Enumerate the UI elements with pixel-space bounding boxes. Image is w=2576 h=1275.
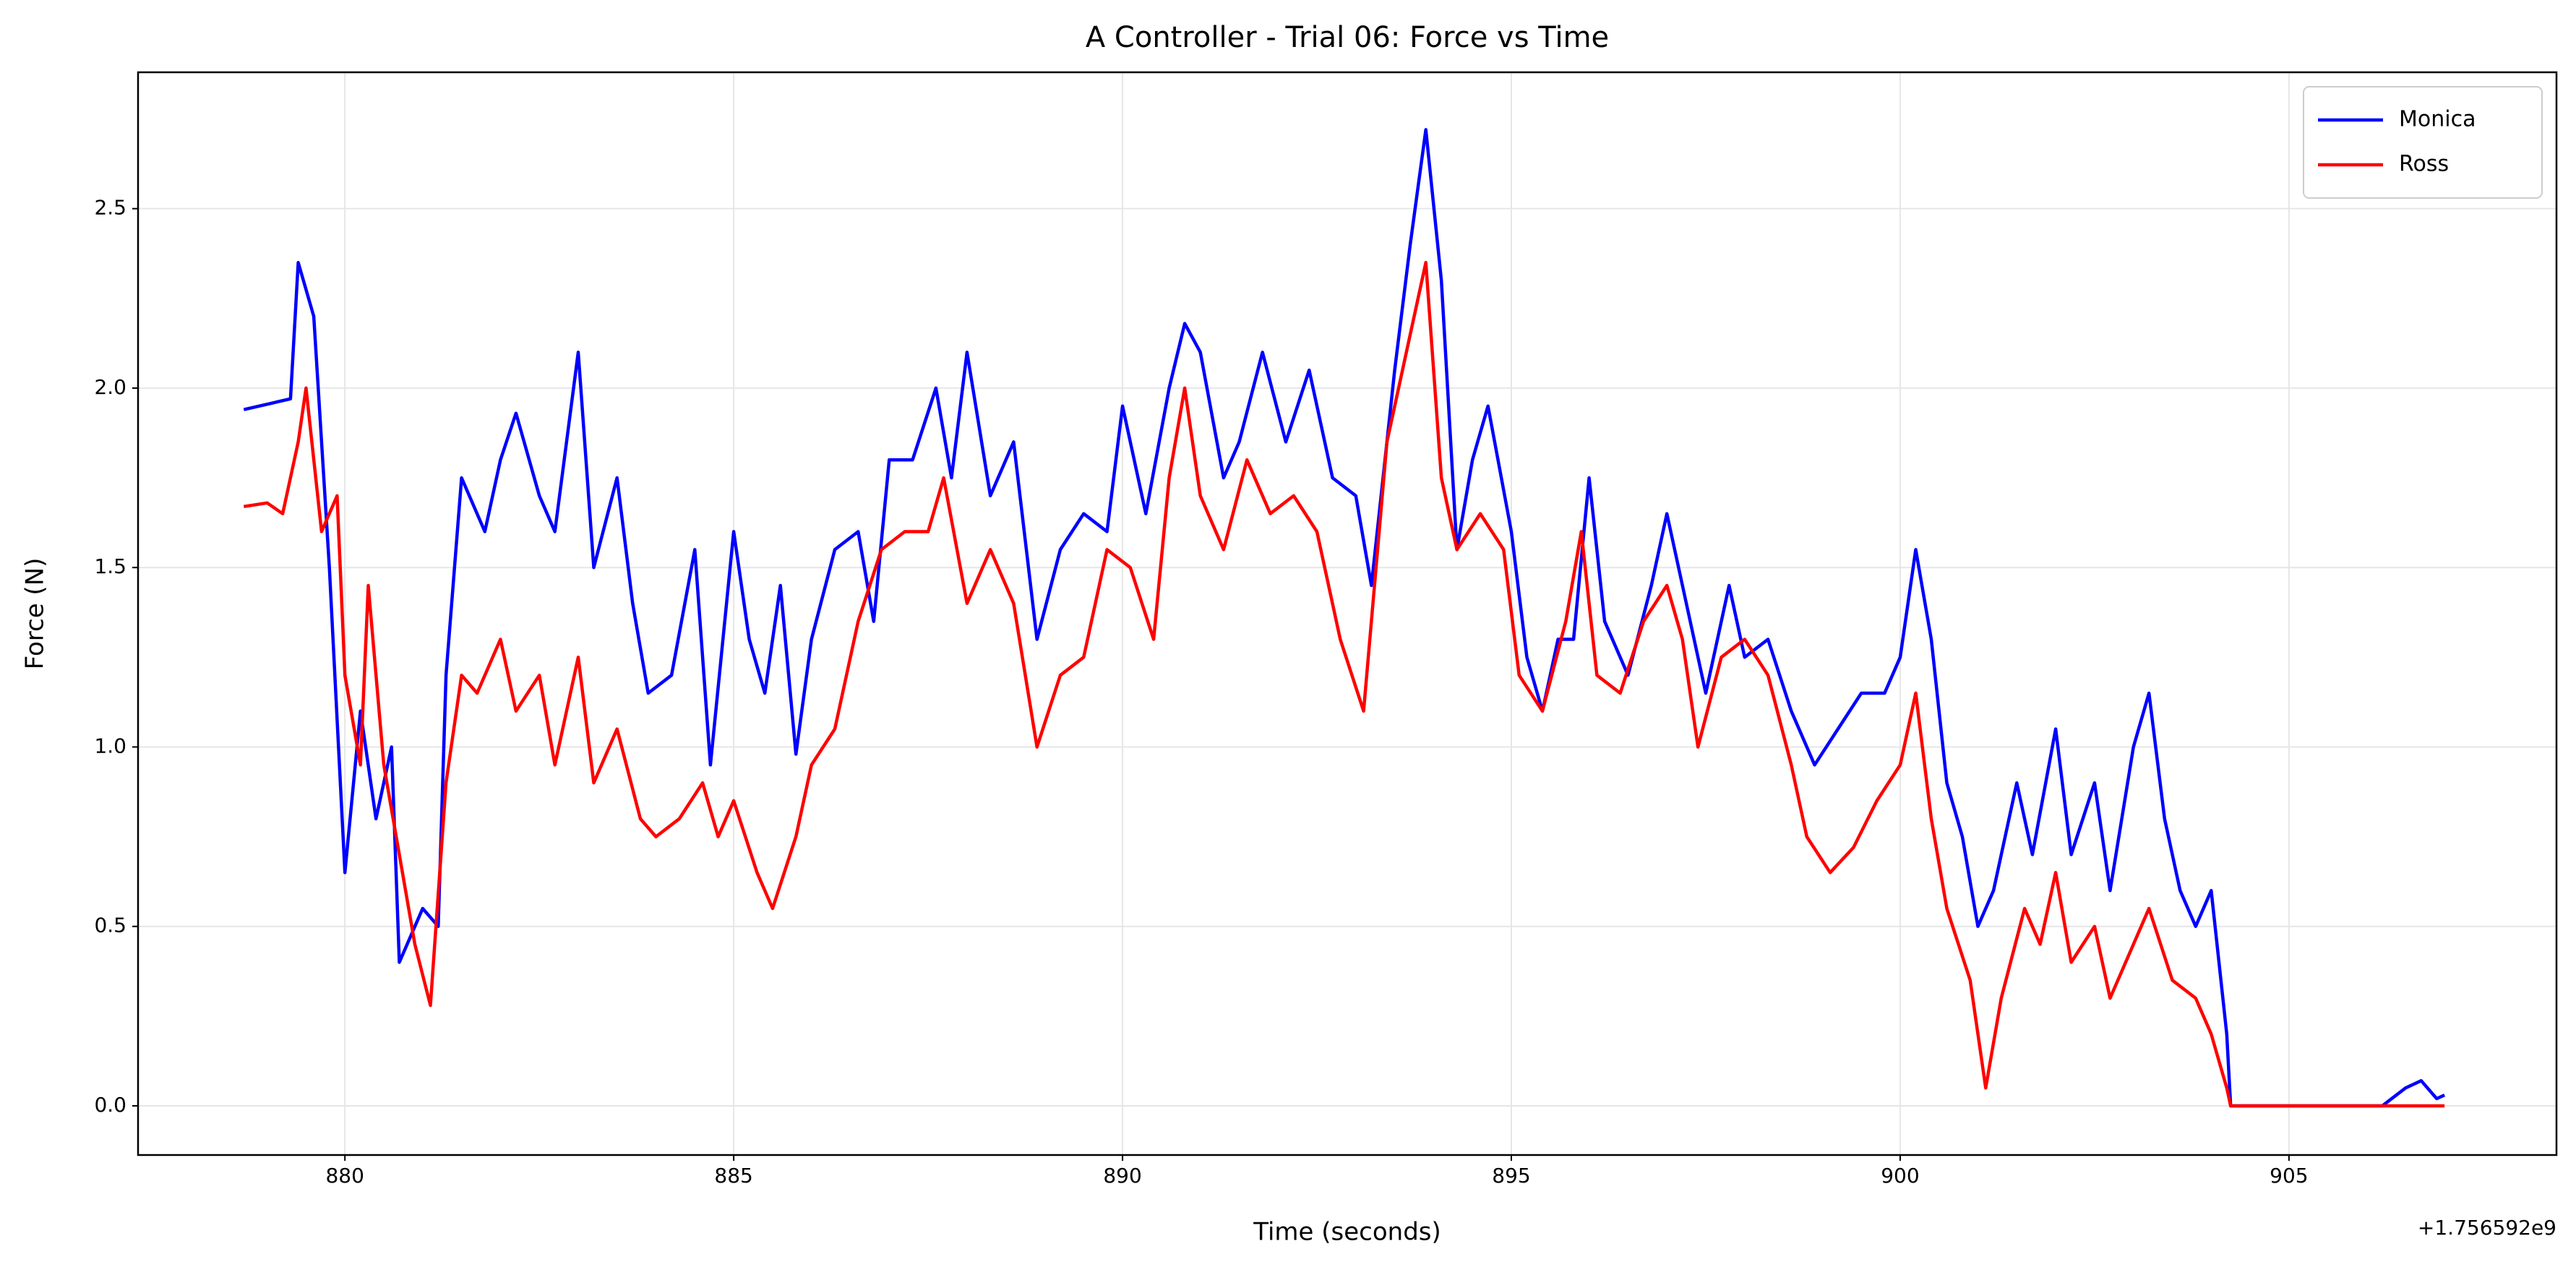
series-line: [243, 128, 2446, 1108]
x-axis-label: Time (seconds): [1253, 1218, 1441, 1247]
y-tick-label: 1.0: [94, 734, 126, 757]
x-tick-label: 905: [2270, 1164, 2308, 1188]
x-tick-label: 900: [1881, 1164, 1919, 1188]
legend-box: [2303, 86, 2543, 199]
x-tick-label: 895: [1492, 1164, 1530, 1188]
y-tick-label: 1.5: [94, 554, 126, 578]
y-tick-label: 0.0: [94, 1093, 126, 1117]
x-offset-label: +1.756592e9: [2418, 1216, 2556, 1240]
plot-frame: [137, 71, 2558, 1156]
y-axis-label: Force (N): [21, 558, 50, 670]
y-tick-label: 2.5: [94, 196, 126, 220]
x-tick-label: 885: [714, 1164, 752, 1188]
x-tick-label: 880: [325, 1164, 364, 1188]
legend-label: Monica: [2399, 107, 2476, 132]
series-line: [243, 260, 2445, 1108]
y-tick-label: 0.5: [94, 914, 126, 937]
y-tick-label: 2.0: [94, 375, 126, 399]
chart-title: A Controller - Trial 06: Force vs Time: [1086, 21, 1609, 54]
legend-label: Ross: [2399, 152, 2449, 177]
x-tick-label: 890: [1103, 1164, 1141, 1188]
